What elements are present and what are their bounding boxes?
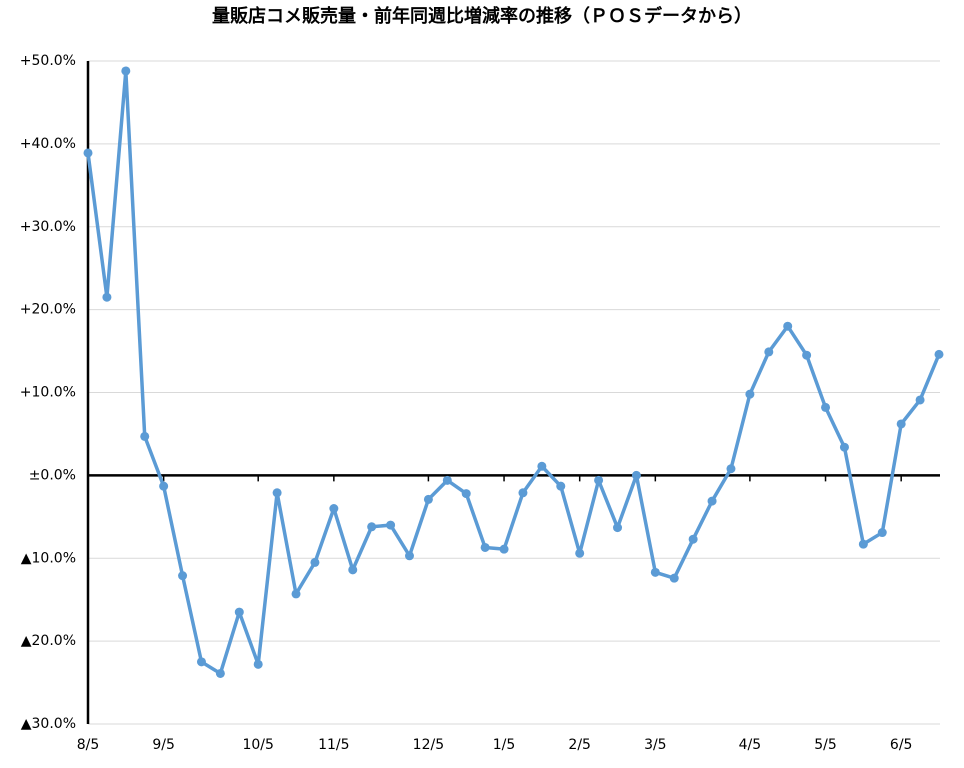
y-tick-label: +10.0% <box>20 385 76 401</box>
data-point <box>291 589 301 599</box>
x-tick-label: 8/5 <box>77 737 100 753</box>
y-tick-label: +40.0% <box>20 136 76 152</box>
y-tick-label: +20.0% <box>20 302 76 318</box>
y-tick-label: ±0.0% <box>29 467 76 483</box>
data-point <box>631 470 641 480</box>
data-point <box>745 389 755 399</box>
data-point <box>159 481 169 491</box>
y-tick-label: ▲20.0% <box>21 633 76 649</box>
y-tick-label: +30.0% <box>20 219 76 235</box>
data-point <box>83 148 93 158</box>
data-point <box>518 488 528 498</box>
data-point <box>613 523 623 533</box>
data-point <box>442 475 452 485</box>
x-tick-label: 12/5 <box>413 737 444 753</box>
data-point <box>272 488 282 498</box>
x-tick-label: 6/5 <box>890 737 913 753</box>
data-point <box>461 489 471 499</box>
chart-title: 量販店コメ販売量・前年同週比増減率の推移（ＰＯＳデータから） <box>212 5 752 27</box>
data-point <box>310 557 320 567</box>
data-point <box>669 573 679 583</box>
data-point <box>215 668 225 678</box>
data-point <box>726 464 736 474</box>
data-point <box>253 659 263 669</box>
data-point <box>121 66 131 76</box>
x-tick-label: 9/5 <box>152 737 175 753</box>
y-tick-label: ▲30.0% <box>21 716 76 732</box>
data-point <box>178 571 188 581</box>
data-point <box>821 402 831 412</box>
y-tick-label: ▲10.0% <box>21 550 76 566</box>
data-point <box>707 496 717 506</box>
data-point <box>915 395 925 405</box>
data-point <box>783 321 793 331</box>
data-point <box>196 657 206 667</box>
x-tick-label: 1/5 <box>493 737 516 753</box>
data-point <box>537 461 547 471</box>
data-point <box>858 539 868 549</box>
x-tick-label: 3/5 <box>644 737 667 753</box>
data-point <box>896 419 906 429</box>
x-tick-label: 4/5 <box>739 737 762 753</box>
data-point <box>934 349 944 359</box>
data-point <box>348 565 358 575</box>
data-point <box>802 350 812 360</box>
data-point <box>386 520 396 530</box>
y-tick-label: +50.0% <box>20 53 76 69</box>
data-point <box>499 544 509 554</box>
data-point <box>877 528 887 538</box>
data-point <box>102 292 112 302</box>
x-tick-label: 11/5 <box>318 737 349 753</box>
data-point <box>594 475 604 485</box>
series-line <box>86 69 941 676</box>
x-tick-label: 5/5 <box>814 737 837 753</box>
x-tick-label: 10/5 <box>242 737 273 753</box>
data-point <box>140 431 150 441</box>
data-point <box>764 347 774 357</box>
data-point <box>234 607 244 617</box>
data-point <box>575 548 585 558</box>
data-point <box>367 522 377 532</box>
data-point <box>404 551 414 561</box>
data-point <box>650 567 660 577</box>
data-point <box>329 504 339 514</box>
x-tick-label: 2/5 <box>568 737 591 753</box>
data-point <box>480 542 490 552</box>
data-point <box>839 442 849 452</box>
data-point <box>423 494 433 504</box>
data-point <box>688 534 698 544</box>
data-point <box>556 481 566 491</box>
